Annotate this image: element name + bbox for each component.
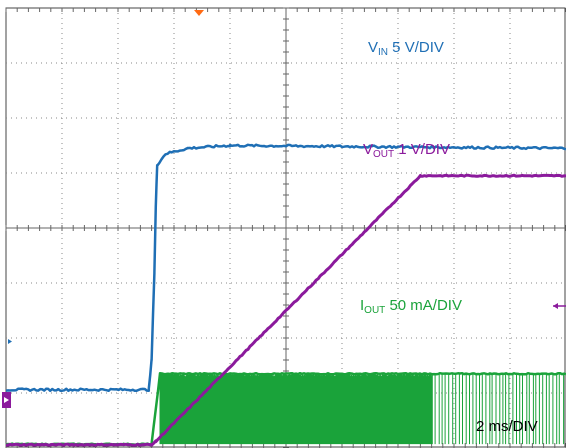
- vin-trace: [5, 143, 566, 393]
- traces: [5, 143, 566, 447]
- iout-switching-band: [159, 373, 565, 445]
- trigger-level-arrow: [553, 303, 558, 309]
- ch-vin-ground-marker: [8, 339, 12, 344]
- markers: [2, 10, 566, 408]
- ch-vout-ground-arrow: [4, 397, 9, 403]
- trigger-marker: [194, 10, 204, 16]
- iout-label: IOUT 50 mA/DIV: [360, 297, 462, 316]
- timebase-label: 2 ms/DIV: [476, 418, 538, 435]
- vout-label: VOUT 1 V/DIV: [363, 141, 450, 160]
- vin-label: VIN 5 V/DIV: [368, 39, 444, 58]
- vout-trace: [6, 173, 566, 447]
